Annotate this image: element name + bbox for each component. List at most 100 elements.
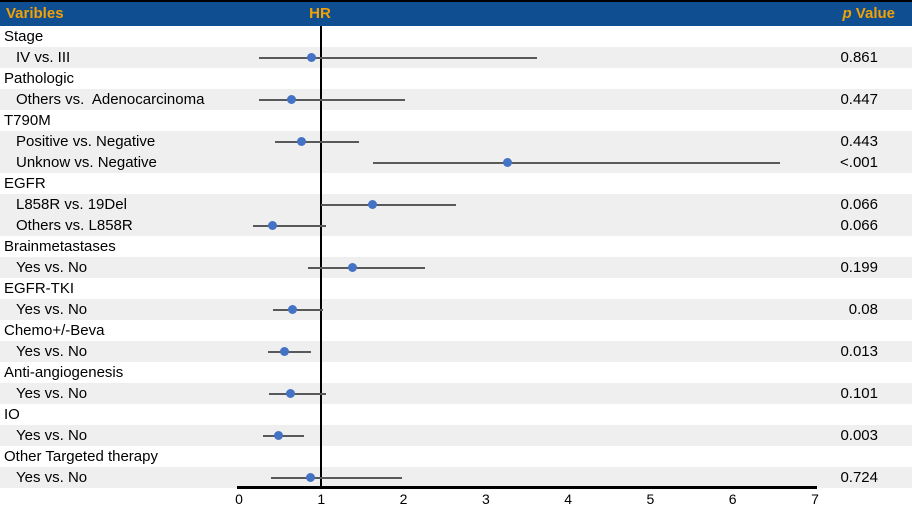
row-label: Positive vs. Negative bbox=[16, 133, 156, 150]
forest-rows-container: Stage IV vs. III 0.861 Pathologic Others vs.… bbox=[0, 26, 912, 488]
x-axis-tick-label: 2 bbox=[399, 491, 408, 507]
row-label: Yes vs. No bbox=[16, 343, 88, 360]
x-axis-line bbox=[237, 486, 817, 489]
x-axis-tick-label: 1 bbox=[317, 491, 326, 507]
ci-plot-area bbox=[239, 425, 815, 446]
group-row: Chemo+/-Beva bbox=[0, 320, 912, 341]
data-row: L858R vs. 19Del 0.066 bbox=[0, 194, 912, 215]
ci-plot-area bbox=[239, 341, 815, 362]
hr-point-estimate bbox=[268, 221, 278, 230]
row-label: Others vs. Adenocarcinoma bbox=[16, 91, 205, 108]
confidence-interval-line bbox=[258, 56, 537, 59]
data-row: Yes vs. No 0.013 bbox=[0, 341, 912, 362]
p-value: 0.199 bbox=[840, 259, 878, 276]
row-label: Yes vs. No bbox=[16, 469, 88, 486]
row-label: Yes vs. No bbox=[16, 301, 88, 318]
ci-plot-area bbox=[239, 194, 815, 215]
confidence-interval-line bbox=[275, 140, 360, 143]
p-value: 0.724 bbox=[840, 469, 878, 486]
group-row: EGFR-TKI bbox=[0, 278, 912, 299]
confidence-interval-line bbox=[272, 308, 323, 311]
data-row: Yes vs. No 0.199 bbox=[0, 257, 912, 278]
ci-plot-area bbox=[239, 47, 815, 68]
data-row: Yes vs. No 0.08 bbox=[0, 299, 912, 320]
ci-plot-area bbox=[239, 131, 815, 152]
variables-column-header: Varibles bbox=[6, 5, 64, 22]
row-label: Brainmetastases bbox=[4, 238, 116, 255]
confidence-interval-line bbox=[262, 434, 304, 437]
p-value: 0.861 bbox=[840, 49, 878, 66]
hr-point-estimate bbox=[306, 473, 316, 482]
ci-plot-area bbox=[239, 257, 815, 278]
hr-point-estimate bbox=[287, 305, 297, 314]
row-label: Chemo+/-Beva bbox=[4, 322, 105, 339]
confidence-interval-line bbox=[321, 203, 457, 206]
group-row: EGFR bbox=[0, 173, 912, 194]
data-row: Yes vs. No 0.101 bbox=[0, 383, 912, 404]
p-value: 0.003 bbox=[840, 427, 878, 444]
confidence-interval-line bbox=[258, 98, 406, 101]
ci-plot-area bbox=[239, 89, 815, 110]
row-label: Yes vs. No bbox=[16, 385, 88, 402]
confidence-interval-line bbox=[271, 476, 402, 479]
p-value: 0.066 bbox=[840, 217, 878, 234]
row-label: Stage bbox=[4, 28, 44, 45]
data-row: Positive vs. Negative 0.443 bbox=[0, 131, 912, 152]
data-row: Yes vs. No 0.724 bbox=[0, 467, 912, 488]
row-label: Yes vs. No bbox=[16, 427, 88, 444]
group-row: T790M bbox=[0, 110, 912, 131]
group-row: Pathologic bbox=[0, 68, 912, 89]
row-label: EGFR bbox=[4, 175, 46, 192]
x-axis-tick-label: 5 bbox=[646, 491, 655, 507]
x-axis-tick-labels: 0 1 2 3 4 5 6 7 bbox=[0, 491, 912, 509]
hr-point-estimate bbox=[502, 158, 512, 167]
ci-plot-area bbox=[239, 152, 815, 173]
p-value: 0.443 bbox=[840, 133, 878, 150]
x-axis-tick-label: 6 bbox=[728, 491, 737, 507]
data-row: IV vs. III 0.861 bbox=[0, 47, 912, 68]
group-row: Anti-angiogenesis bbox=[0, 362, 912, 383]
row-label: Others vs. L858R bbox=[16, 217, 133, 234]
p-value: <.001 bbox=[840, 154, 878, 171]
hr-point-estimate bbox=[297, 137, 307, 146]
ci-plot-area bbox=[239, 467, 815, 488]
hr-point-estimate bbox=[287, 95, 297, 104]
pvalue-header-italic-p: p bbox=[842, 5, 852, 22]
ci-plot-area bbox=[239, 299, 815, 320]
pvalue-column-header: p Value bbox=[842, 5, 895, 22]
x-axis-tick-label: 7 bbox=[811, 491, 819, 507]
reference-line-hr1 bbox=[320, 26, 322, 488]
row-label: Pathologic bbox=[4, 70, 75, 87]
p-value: 0.08 bbox=[848, 301, 878, 318]
hr-point-estimate bbox=[279, 347, 289, 356]
confidence-interval-line bbox=[267, 350, 311, 353]
row-label: Other Targeted therapy bbox=[4, 448, 158, 465]
p-value: 0.101 bbox=[840, 385, 878, 402]
x-axis-tick-label: 3 bbox=[481, 491, 490, 507]
hr-point-estimate bbox=[348, 263, 358, 272]
p-value: 0.013 bbox=[840, 343, 878, 360]
data-row: Others vs. L858R 0.066 bbox=[0, 215, 912, 236]
row-label: EGFR-TKI bbox=[4, 280, 74, 297]
p-value: 0.066 bbox=[840, 196, 878, 213]
row-label: IV vs. III bbox=[16, 49, 71, 66]
group-row: Stage bbox=[0, 26, 912, 47]
x-axis-tick-label: 4 bbox=[564, 491, 573, 507]
row-label: Unknow vs. Negative bbox=[16, 154, 157, 171]
x-axis-tick-label: 0 bbox=[235, 491, 243, 507]
group-row: Brainmetastases bbox=[0, 236, 912, 257]
hr-point-estimate bbox=[306, 53, 316, 62]
confidence-interval-line bbox=[268, 392, 327, 395]
data-row: Unknow vs. Negative <.001 bbox=[0, 152, 912, 173]
hr-point-estimate bbox=[367, 200, 377, 209]
row-label: L858R vs. 19Del bbox=[16, 196, 127, 213]
row-label: IO bbox=[4, 406, 20, 423]
pvalue-header-rest: Value bbox=[851, 5, 895, 22]
confidence-interval-line bbox=[252, 224, 327, 227]
top-border-line bbox=[0, 0, 912, 2]
confidence-interval-line bbox=[308, 266, 425, 269]
group-row: IO bbox=[0, 404, 912, 425]
group-row: Other Targeted therapy bbox=[0, 446, 912, 467]
ci-plot-area bbox=[239, 383, 815, 404]
confidence-interval-line bbox=[373, 161, 781, 164]
